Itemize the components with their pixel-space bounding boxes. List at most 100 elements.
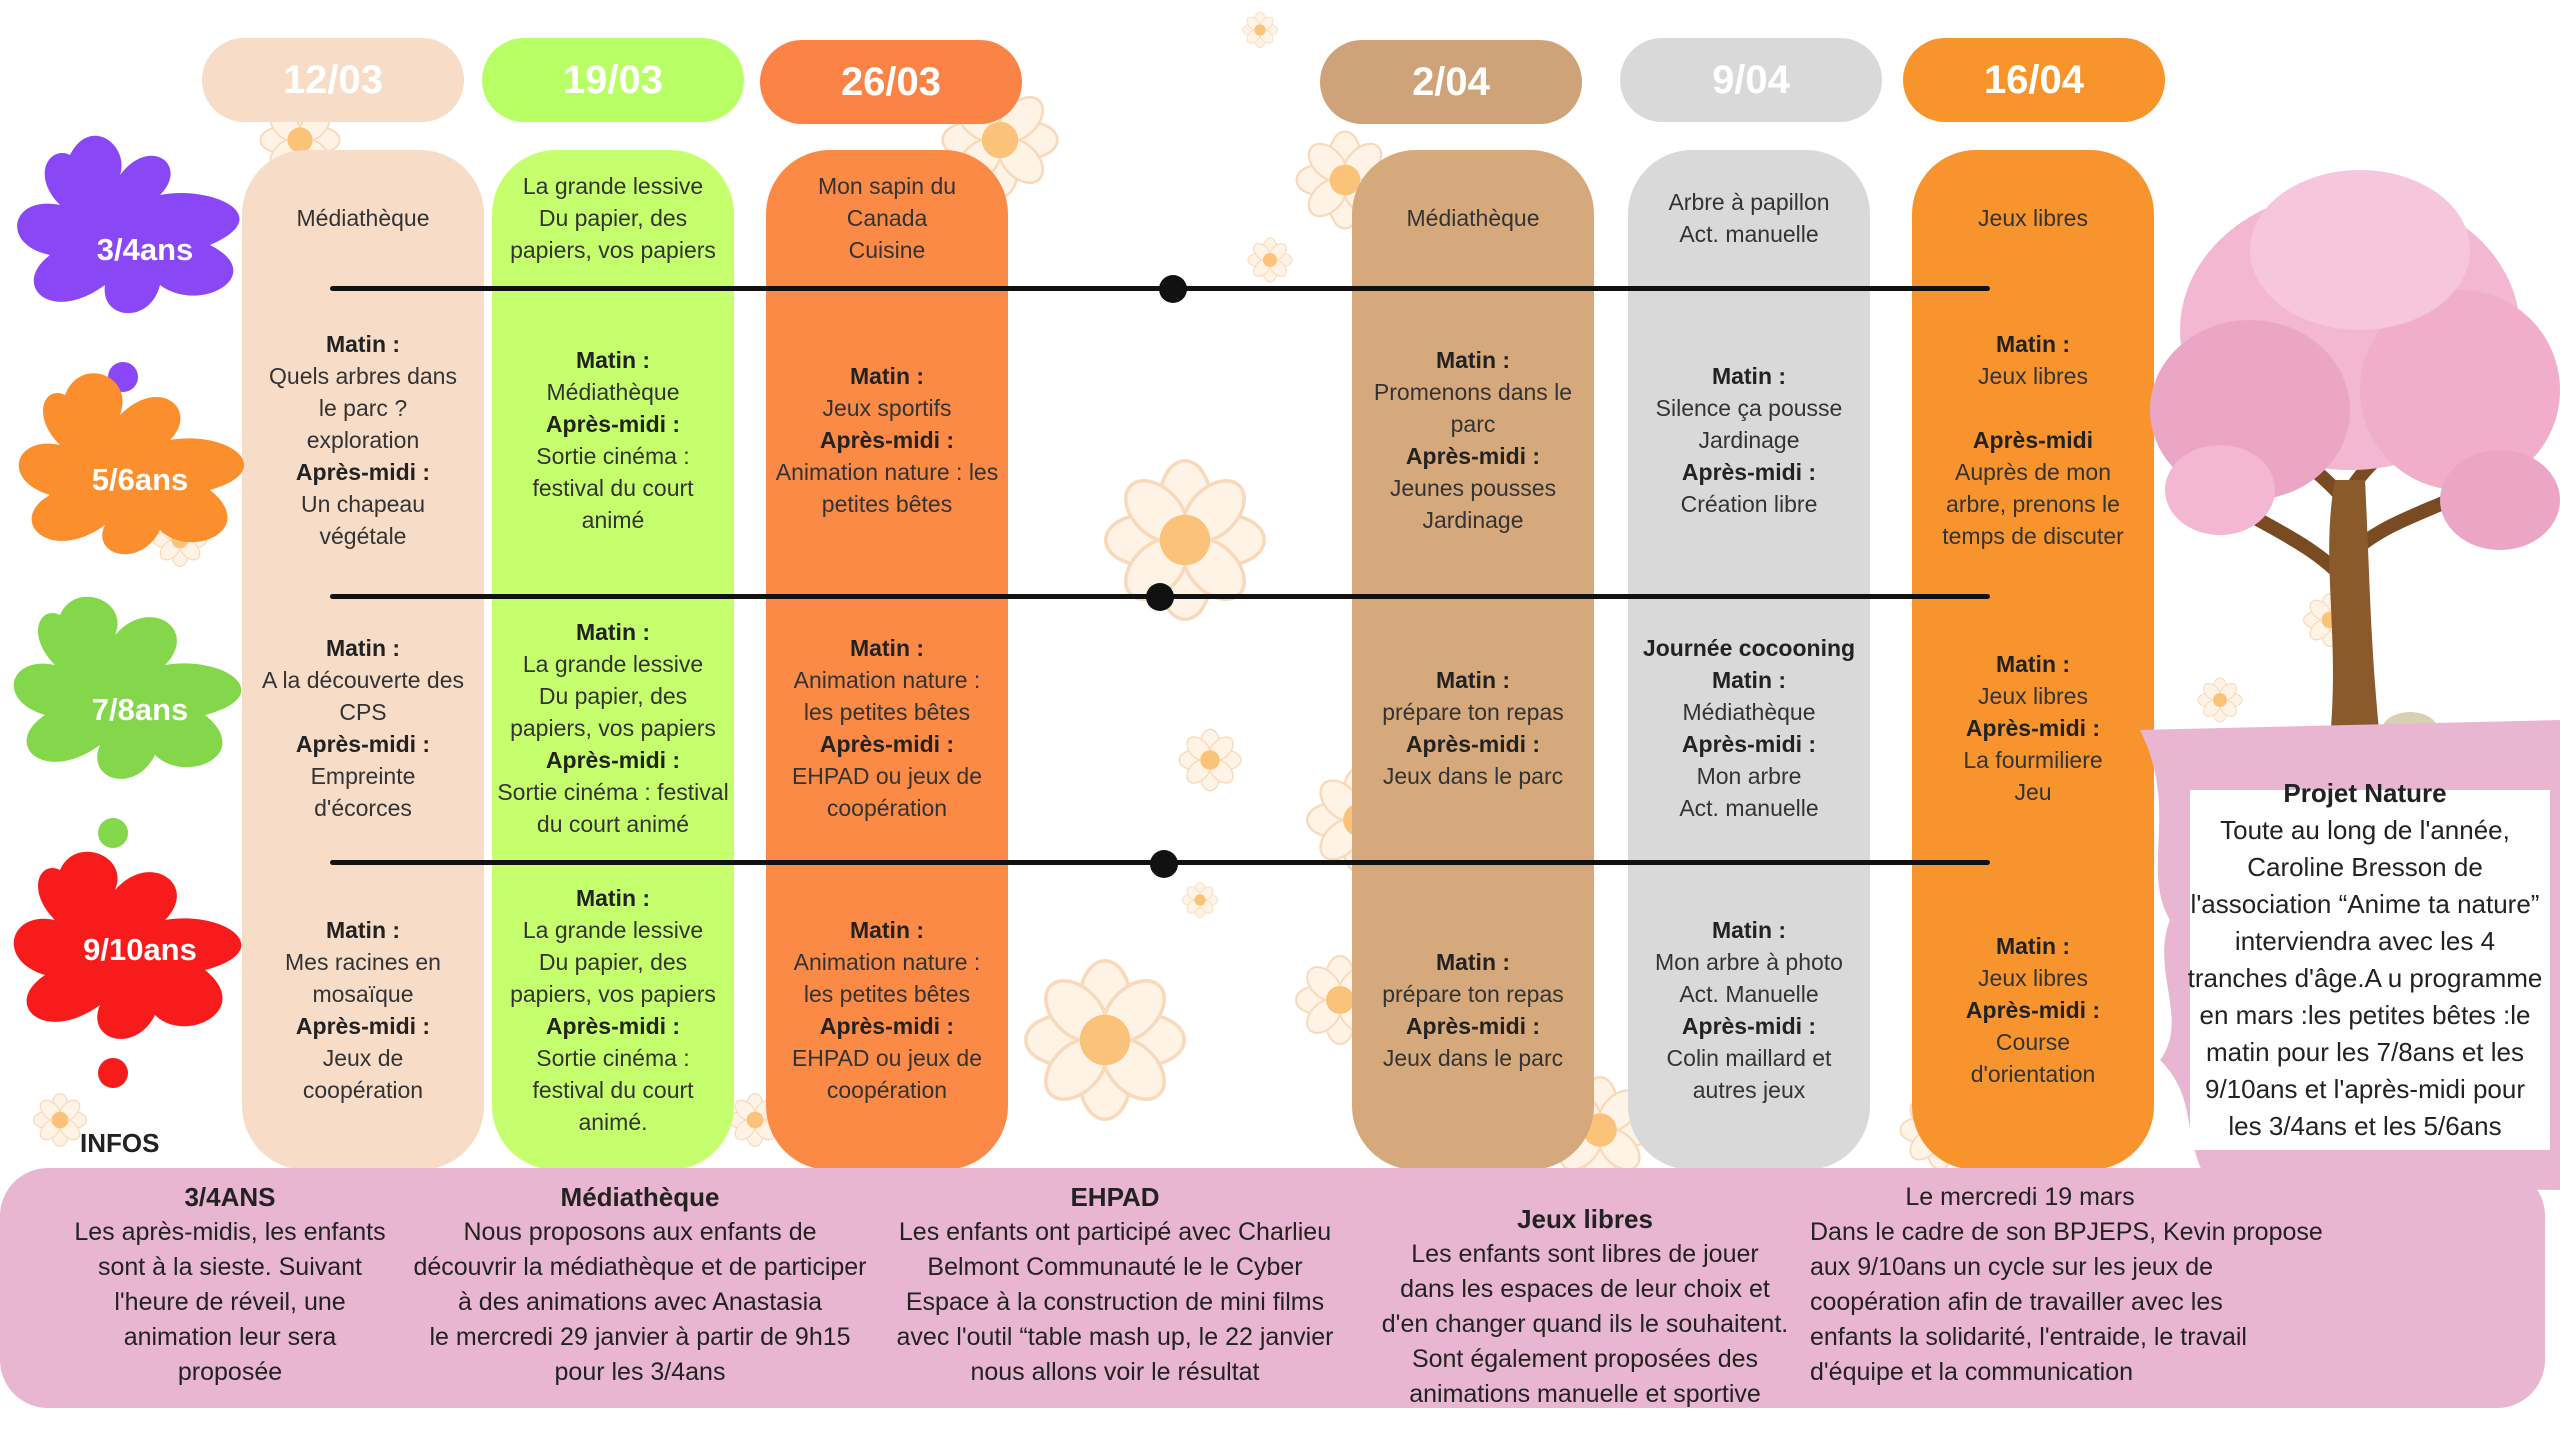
info-line: d'équipe et la communication — [1810, 1358, 2134, 1386]
info-title: Jeux libres — [1517, 1204, 1653, 1234]
info-title: EHPAD — [1070, 1182, 1160, 1212]
schedule-line: prépare ton repas — [1382, 981, 1564, 1007]
projet-line: matin pour les 7/8ans et les — [2206, 1037, 2524, 1067]
info-line: le mercredi 29 janvier à partir de 9h15 — [429, 1323, 851, 1351]
info-line: découvrir la médiathèque et de participe… — [413, 1253, 867, 1281]
schedule-line: Arbre à papillon — [1668, 189, 1830, 215]
schedule-line: autres jeux — [1692, 1077, 1806, 1103]
schedule-cell: Arbre à papillon Act. manuelle — [1622, 186, 1876, 250]
info-line: proposée — [177, 1358, 283, 1386]
schedule-line: Matin : — [1711, 363, 1787, 389]
schedule-cell: Matin : Jeux libres Après-midi : La fourmil… — [1906, 648, 2160, 808]
infos-label: INFOS — [80, 1128, 160, 1158]
schedule-line: papiers, vos papiers — [510, 981, 716, 1007]
schedule-line: Jeunes pousses — [1389, 475, 1557, 501]
schedule-line: Matin : — [1435, 667, 1511, 693]
schedule-cell: Jeux libres — [1906, 202, 2160, 234]
schedule-line: temps de discuter — [1942, 523, 2124, 549]
schedule-line: Sortie cinéma : — [536, 1045, 690, 1071]
schedule-cell: Matin : Jeux libres Après-midi Auprès de m… — [1906, 328, 2160, 552]
schedule-line: Jeux sportifs — [822, 395, 952, 421]
schedule-line: festival du court — [532, 1077, 694, 1103]
schedule-cell: Matin : La grande lessive Du papier, des pa… — [486, 882, 740, 1138]
schedule-line: Après-midi : — [545, 1013, 681, 1039]
column-1 — [242, 150, 484, 1170]
schedule-line: Après-midi : — [1965, 997, 2101, 1023]
schedule-line: d'orientation — [1970, 1061, 2096, 1087]
schedule-line: Après-midi : — [1681, 459, 1817, 485]
schedule-line: d'écorces — [314, 795, 412, 821]
schedule-cell: Matin : Silence ça pousse Jardinage Après-m… — [1622, 360, 1876, 520]
schedule-line: Après-midi : — [545, 747, 681, 773]
column-6 — [1912, 150, 2154, 1170]
schedule-cell: Matin : Animation nature : les petites bêt… — [760, 632, 1014, 824]
schedule-line: La grande lessive — [522, 651, 704, 677]
schedule-line: Jeux libres — [1978, 965, 2088, 991]
schedule-line: Matin : — [849, 917, 925, 943]
schedule-line: Mes racines en — [285, 949, 441, 975]
projet-line: Toute au long de l'année, — [2220, 815, 2510, 845]
schedule-line: Jeux de — [322, 1045, 404, 1071]
schedule-line: Sortie cinéma : festival — [497, 779, 729, 805]
column-5 — [1628, 150, 1870, 1170]
schedule-line: Matin : — [575, 885, 651, 911]
schedule-line: Après-midi : — [545, 411, 681, 437]
schedule-line: Du papier, des — [538, 949, 688, 975]
schedule-line: Matin : — [1995, 331, 2071, 357]
schedule-cell: Matin : prépare ton repas Après-midi : Jeux… — [1346, 946, 1600, 1074]
schedule-line: Jardinage — [1422, 507, 1524, 533]
info-title: Médiathèque — [560, 1182, 720, 1212]
schedule-line: EHPAD ou jeux de — [791, 1045, 983, 1071]
schedule-line: Après-midi : — [1681, 731, 1817, 757]
schedule-line: Médiathèque — [546, 379, 680, 405]
date-pill-5: 9/04 — [1620, 38, 1882, 122]
schedule-line: parc — [1450, 411, 1496, 437]
schedule-line: Matin : — [325, 331, 401, 357]
schedule-cell: La grande lessive Du papier, des papiers, … — [486, 170, 740, 266]
schedule-line: animé — [581, 507, 645, 533]
schedule-line: Après-midi : — [295, 459, 431, 485]
schedule-line: Matin : — [325, 635, 401, 661]
schedule-cell: Matin : Mon arbre à photo Act. Manuelle Apr… — [1622, 914, 1876, 1106]
schedule-line: Matin : — [575, 619, 651, 645]
schedule-line: Après-midi : — [1405, 443, 1541, 469]
info-block-mediatheque: Médiathèque Nous proposons aux enfants de… — [395, 1180, 885, 1390]
info-line: aux 9/10ans un cycle sur les jeux de — [1810, 1253, 2214, 1281]
date-pill-3: 26/03 — [760, 40, 1022, 124]
info-block-19-mars: Le mercredi 19 mars Dans le cadre de son … — [1810, 1180, 2330, 1390]
schedule-line: Colin maillard et — [1666, 1045, 1832, 1071]
info-line: sont à la sieste. Suivant — [97, 1253, 363, 1281]
projet-brush-background — [2140, 720, 2560, 1190]
schedule-line: EHPAD ou jeux de — [791, 763, 983, 789]
cherry-tree-image — [2150, 170, 2560, 760]
schedule-line: Médiathèque — [1682, 699, 1816, 725]
schedule-line: Canada — [846, 205, 928, 231]
column-3 — [766, 150, 1008, 1170]
schedule-line: mosaïque — [312, 981, 414, 1007]
info-line: avec l'outil “table mash up, le 22 janvi… — [896, 1323, 1334, 1351]
projet-line: en mars :les petites bêtes :le — [2199, 1000, 2531, 1030]
schedule-line: Matin : — [1995, 933, 2071, 959]
date-pill-4: 2/04 — [1320, 40, 1582, 124]
info-line: Dans le cadre de son BPJEPS, Kevin propo… — [1810, 1218, 2323, 1246]
schedule-line: papiers, vos papiers — [510, 237, 716, 263]
schedule-line: Après-midi — [1972, 427, 2094, 453]
schedule-line: exploration — [306, 427, 420, 453]
info-block-3-4ans: 3/4ANS Les après-midis, les enfants sont à… — [60, 1180, 400, 1390]
schedule-line: Médiathèque — [296, 205, 430, 231]
schedule-line: Jeux libres — [1978, 683, 2088, 709]
info-line: Espace à la construction de mini films — [905, 1288, 1325, 1316]
schedule-line: Matin : — [575, 347, 651, 373]
schedule-line: Matin : — [325, 917, 401, 943]
schedule-cell: Matin : Jeux libres Après-midi : Course d'or… — [1906, 930, 2160, 1090]
schedule-line: Après-midi : — [1681, 1013, 1817, 1039]
schedule-line: Après-midi : — [1405, 1013, 1541, 1039]
info-line: Belmont Communauté le le Cyber — [927, 1253, 1303, 1281]
schedule-line: Animation nature : — [793, 949, 981, 975]
info-block-ehpad: EHPAD Les enfants ont participé avec Char… — [880, 1180, 1350, 1390]
age-label-5-6ans: 5/6ans — [91, 462, 189, 497]
schedule-line: Après-midi : — [1405, 731, 1541, 757]
schedule-cell: Matin : Médiathèque Après-midi : Sortie cin… — [486, 344, 740, 536]
schedule-line: Jeux libres — [1978, 363, 2088, 389]
schedule-line: Du papier, des — [538, 205, 688, 231]
